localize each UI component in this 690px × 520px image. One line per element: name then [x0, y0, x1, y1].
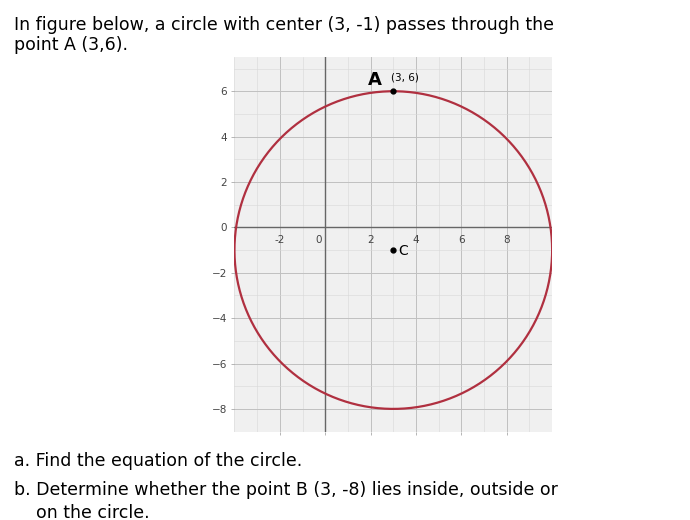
Text: A: A: [368, 71, 382, 89]
Text: (3, 6): (3, 6): [391, 72, 419, 82]
Text: In figure below, a circle with center (3, -1) passes through the
point A (3,6).: In figure below, a circle with center (3…: [14, 16, 554, 55]
Text: a. Find the equation of the circle.: a. Find the equation of the circle.: [14, 452, 302, 471]
Text: 2: 2: [367, 236, 374, 245]
Text: on the circle.: on the circle.: [14, 504, 150, 520]
Text: b. Determine whether the point B (3, -8) lies inside, outside or: b. Determine whether the point B (3, -8)…: [14, 481, 558, 499]
Text: 4: 4: [413, 236, 420, 245]
Text: 8: 8: [504, 236, 510, 245]
Text: C: C: [398, 244, 408, 258]
Text: 0: 0: [315, 236, 322, 245]
Text: 6: 6: [458, 236, 464, 245]
Text: -2: -2: [275, 236, 285, 245]
